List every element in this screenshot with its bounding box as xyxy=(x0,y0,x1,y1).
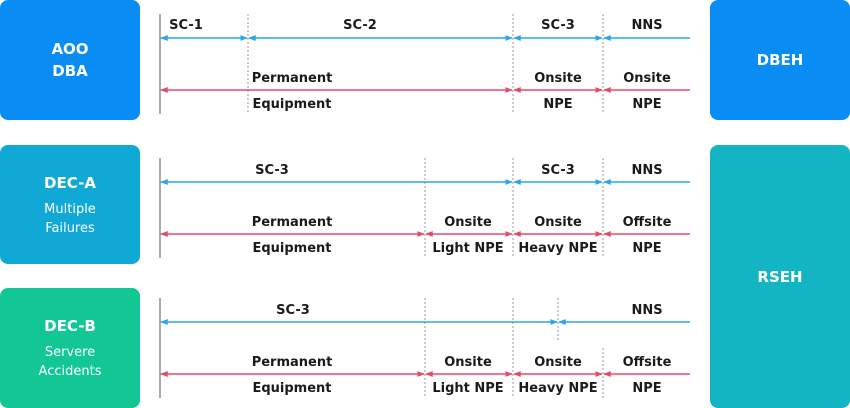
aoo-blue-label: SC-2 xyxy=(343,18,377,33)
dec-b-red-top-label: Onsite xyxy=(534,355,582,370)
aoo-dba-box: AOO DBA xyxy=(0,0,140,120)
dec-b-box: DEC-B Servere Accidents xyxy=(0,288,140,408)
dec-b-label: DEC-B xyxy=(44,317,96,335)
dec-a-blue-label: SC-3 xyxy=(255,163,289,178)
dbeh-label: DBEH xyxy=(756,51,804,69)
dec-a-red-bottom-label: NPE xyxy=(632,241,661,256)
aoo-blue-label: SC-1 xyxy=(169,18,203,33)
dec-a-red-top-label: Onsite xyxy=(444,215,492,230)
dec-a-label: DEC-A xyxy=(44,173,96,192)
dec-a-blue-label: SC-3 xyxy=(541,163,575,178)
dec-a-box: DEC-A Multiple Failures xyxy=(0,145,140,264)
dec-b-red-bottom-label: NPE xyxy=(632,381,661,396)
aoo-red-top-label: Onsite xyxy=(623,71,671,86)
dec-a-row: SC-3 SC-3 NNS Permanent Onsite Onsite Of… xyxy=(159,158,690,258)
dec-b-red-top-label: Onsite xyxy=(444,355,492,370)
dec-b-red-bottom-label: Equipment xyxy=(252,381,331,396)
aoo-red-bottom-label: NPE xyxy=(632,97,661,112)
dec-b-blue-label: SC-3 xyxy=(276,303,310,318)
aoo-red-top-label: Onsite xyxy=(534,71,582,86)
dba-label: DBA xyxy=(52,62,88,80)
dec-a-sub-line2: Failures xyxy=(45,220,95,236)
dec-a-red-bottom-label: Equipment xyxy=(252,241,331,256)
aoo-red-bottom-label: NPE xyxy=(543,97,572,112)
dec-b-red-top-label: Offsite xyxy=(623,355,672,370)
dbeh-box: DBEH xyxy=(710,0,850,120)
dec-a-red-bottom-label: Light NPE xyxy=(432,241,503,256)
aoo-blue-label: NNS xyxy=(631,18,662,33)
rseh-label: RSEH xyxy=(757,267,803,286)
aoo-row: SC-1 SC-2 SC-3 NNS Permanent Onsite Onsi… xyxy=(159,14,690,114)
rseh-box: RSEH xyxy=(710,145,850,408)
dec-b-red-bottom-label: Heavy NPE xyxy=(518,381,597,396)
aoo-red-top-label: Permanent xyxy=(252,71,333,86)
dec-a-red-bottom-label: Heavy NPE xyxy=(518,241,597,256)
dec-a-red-top-label: Offsite xyxy=(623,215,672,230)
dec-b-red-top-label: Permanent xyxy=(252,355,333,370)
dec-b-blue-label: NNS xyxy=(631,303,662,318)
dec-b-sub-line1: Servere xyxy=(44,345,96,360)
dec-a-red-top-label: Permanent xyxy=(252,215,333,230)
aoo-blue-label: SC-3 xyxy=(541,18,575,33)
dec-a-sub-line1: Multiple xyxy=(44,201,96,217)
dec-a-blue-label: NNS xyxy=(631,163,662,178)
dec-a-red-top-label: Onsite xyxy=(534,215,582,230)
aoo-red-bottom-label: Equipment xyxy=(252,97,331,112)
dec-b-red-bottom-label: Light NPE xyxy=(432,381,503,396)
dec-b-sub-line2: Accidents xyxy=(38,364,102,379)
aoo-label: AOO xyxy=(51,40,89,58)
dec-b-row: SC-3 NNS Permanent Onsite Onsite Offsite… xyxy=(159,298,690,398)
